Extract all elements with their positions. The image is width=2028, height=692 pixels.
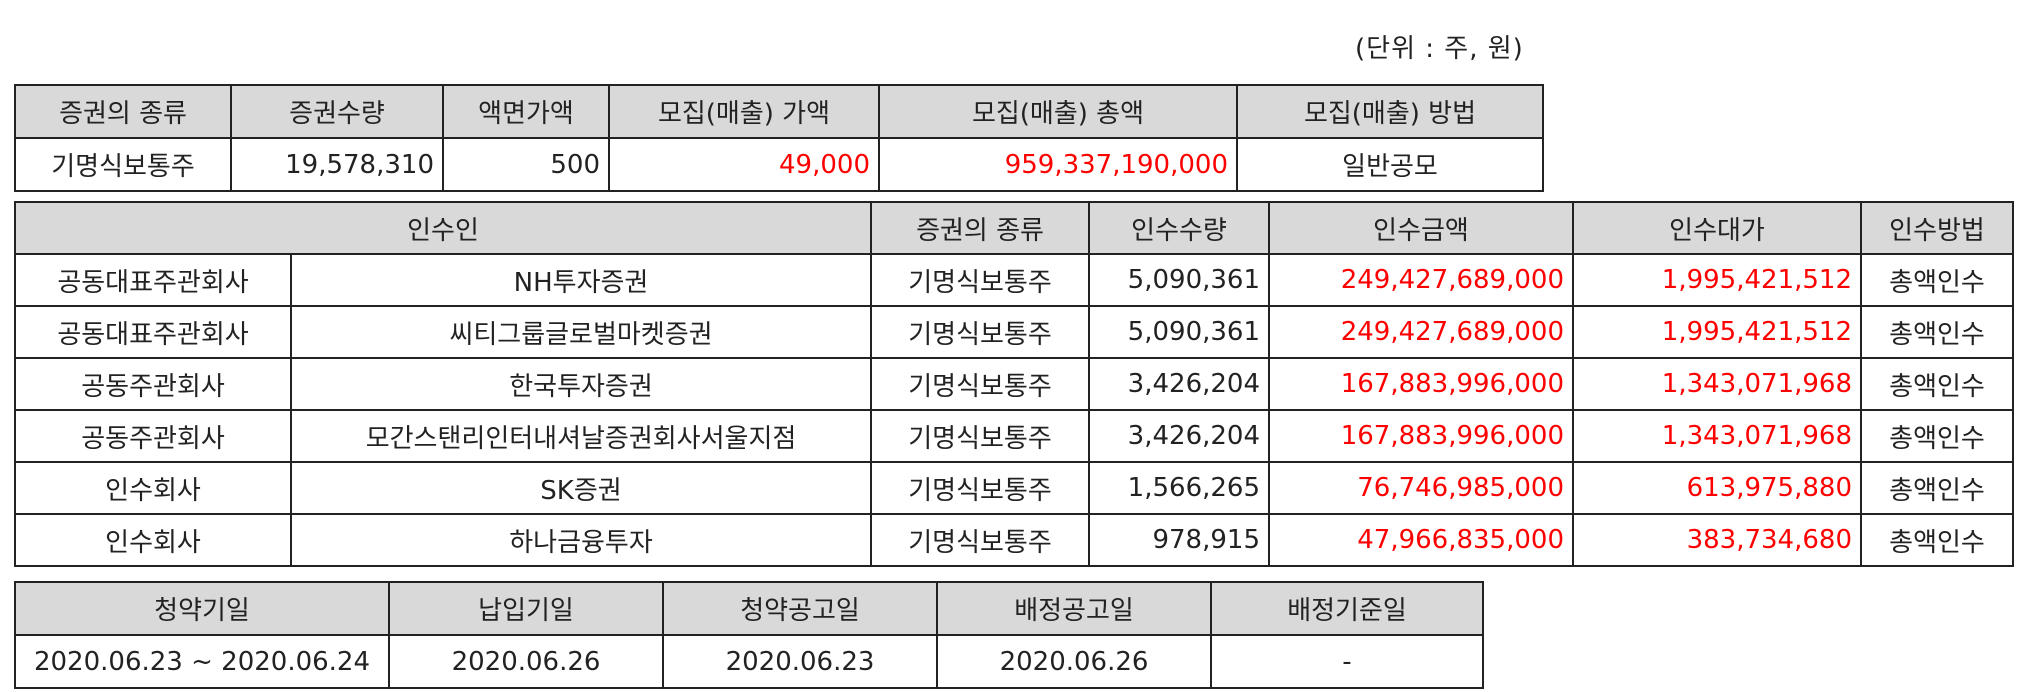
security-type-cell: 기명식보통주 <box>870 461 1090 515</box>
security-type-cell: 기명식보통주 <box>870 357 1090 411</box>
fee-cell: 1,343,071,968 <box>1572 409 1862 463</box>
method-cell: 총액인수 <box>1860 357 2014 411</box>
table-row: 공동대표주관회사 씨티그룹글로벌마켓증권 기명식보통주 5,090,361 24… <box>14 305 2014 359</box>
security-type-cell: 기명식보통주 <box>14 137 232 192</box>
underwriter-name-cell: 하나금융투자 <box>290 513 872 567</box>
offering-header-row: 증권의 종류 증권수량 액면가액 모집(매출) 가액 모집(매출) 총액 모집(… <box>14 84 1544 139</box>
header-allotment-record-date: 배정기준일 <box>1210 581 1484 636</box>
schedule-header-row: 청약기일 납입기일 청약공고일 배정공고일 배정기준일 <box>14 581 1484 636</box>
table-row: 인수회사 하나금융투자 기명식보통주 978,915 47,966,835,00… <box>14 513 2014 567</box>
role-cell: 공동주관회사 <box>14 409 292 463</box>
par-value-cell: 500 <box>442 137 610 192</box>
header-subscription-dates: 청약기일 <box>14 581 390 636</box>
subscription-dates-cell: 2020.06.23 ~ 2020.06.24 <box>14 634 390 689</box>
header-offer-total: 모집(매출) 총액 <box>878 84 1238 139</box>
offer-price-cell: 49,000 <box>608 137 880 192</box>
underwriter-name-cell: 모간스탠리인터내셔날증권회사서울지점 <box>290 409 872 463</box>
role-cell: 공동주관회사 <box>14 357 292 411</box>
fee-cell: 1,995,421,512 <box>1572 305 1862 359</box>
subscription-notice-date-cell: 2020.06.23 <box>662 634 938 689</box>
security-type-cell: 기명식보통주 <box>870 305 1090 359</box>
underwriter-name-cell: NH투자증권 <box>290 253 872 307</box>
method-cell: 총액인수 <box>1860 513 2014 567</box>
amount-cell: 249,427,689,000 <box>1268 253 1574 307</box>
offering-table: 증권의 종류 증권수량 액면가액 모집(매출) 가액 모집(매출) 총액 모집(… <box>14 84 1544 192</box>
qty-cell: 978,915 <box>1088 513 1270 567</box>
fee-cell: 1,995,421,512 <box>1572 253 1862 307</box>
qty-cell: 5,090,361 <box>1088 253 1270 307</box>
header-security-type: 증권의 종류 <box>870 201 1090 255</box>
table-row: 인수회사 SK증권 기명식보통주 1,566,265 76,746,985,00… <box>14 461 2014 515</box>
security-type-cell: 기명식보통주 <box>870 253 1090 307</box>
role-cell: 공동대표주관회사 <box>14 305 292 359</box>
header-underwriter: 인수인 <box>14 201 872 255</box>
role-cell: 인수회사 <box>14 513 292 567</box>
underwriters-header-row: 인수인 증권의 종류 인수수량 인수금액 인수대가 인수방법 <box>14 201 2014 255</box>
unit-note: (단위 : 주, 원) <box>1355 34 1524 64</box>
header-quantity: 증권수량 <box>230 84 444 139</box>
offering-row: 기명식보통주 19,578,310 500 49,000 959,337,190… <box>14 137 1544 192</box>
header-payment-date: 납입기일 <box>388 581 664 636</box>
payment-date-cell: 2020.06.26 <box>388 634 664 689</box>
underwriter-name-cell: 한국투자증권 <box>290 357 872 411</box>
underwriters-table: 인수인 증권의 종류 인수수량 인수금액 인수대가 인수방법 공동대표주관회사 … <box>14 201 2014 567</box>
role-cell: 인수회사 <box>14 461 292 515</box>
amount-cell: 167,883,996,000 <box>1268 409 1574 463</box>
schedule-row: 2020.06.23 ~ 2020.06.24 2020.06.26 2020.… <box>14 634 1484 689</box>
header-security-type: 증권의 종류 <box>14 84 232 139</box>
fee-cell: 383,734,680 <box>1572 513 1862 567</box>
qty-cell: 1,566,265 <box>1088 461 1270 515</box>
offer-method-cell: 일반공모 <box>1236 137 1544 192</box>
header-offer-price: 모집(매출) 가액 <box>608 84 880 139</box>
qty-cell: 3,426,204 <box>1088 357 1270 411</box>
header-underwrite-method: 인수방법 <box>1860 201 2014 255</box>
security-type-cell: 기명식보통주 <box>870 409 1090 463</box>
security-type-cell: 기명식보통주 <box>870 513 1090 567</box>
amount-cell: 47,966,835,000 <box>1268 513 1574 567</box>
allotment-record-date-cell: - <box>1210 634 1484 689</box>
method-cell: 총액인수 <box>1860 253 2014 307</box>
role-cell: 공동대표주관회사 <box>14 253 292 307</box>
underwriter-name-cell: 씨티그룹글로벌마켓증권 <box>290 305 872 359</box>
fee-cell: 613,975,880 <box>1572 461 1862 515</box>
amount-cell: 76,746,985,000 <box>1268 461 1574 515</box>
qty-cell: 5,090,361 <box>1088 305 1270 359</box>
schedule-table: 청약기일 납입기일 청약공고일 배정공고일 배정기준일 2020.06.23 ~… <box>14 581 1484 689</box>
qty-cell: 3,426,204 <box>1088 409 1270 463</box>
header-underwrite-amount: 인수금액 <box>1268 201 1574 255</box>
offer-total-cell: 959,337,190,000 <box>878 137 1238 192</box>
header-underwrite-qty: 인수수량 <box>1088 201 1270 255</box>
allotment-notice-date-cell: 2020.06.26 <box>936 634 1212 689</box>
method-cell: 총액인수 <box>1860 461 2014 515</box>
method-cell: 총액인수 <box>1860 305 2014 359</box>
fee-cell: 1,343,071,968 <box>1572 357 1862 411</box>
header-offer-method: 모집(매출) 방법 <box>1236 84 1544 139</box>
amount-cell: 249,427,689,000 <box>1268 305 1574 359</box>
table-row: 공동주관회사 모간스탠리인터내셔날증권회사서울지점 기명식보통주 3,426,2… <box>14 409 2014 463</box>
header-subscription-notice-date: 청약공고일 <box>662 581 938 636</box>
header-underwrite-fee: 인수대가 <box>1572 201 1862 255</box>
table-row: 공동대표주관회사 NH투자증권 기명식보통주 5,090,361 249,427… <box>14 253 2014 307</box>
underwriter-name-cell: SK증권 <box>290 461 872 515</box>
header-par-value: 액면가액 <box>442 84 610 139</box>
table-row: 공동주관회사 한국투자증권 기명식보통주 3,426,204 167,883,9… <box>14 357 2014 411</box>
amount-cell: 167,883,996,000 <box>1268 357 1574 411</box>
method-cell: 총액인수 <box>1860 409 2014 463</box>
header-allotment-notice-date: 배정공고일 <box>936 581 1212 636</box>
quantity-cell: 19,578,310 <box>230 137 444 192</box>
